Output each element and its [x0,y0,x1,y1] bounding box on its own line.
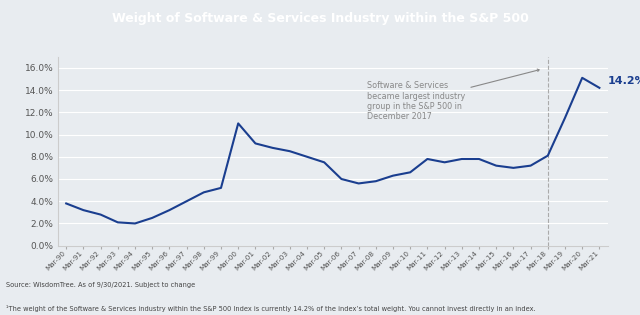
Text: ¹The weight of the Software & Services industry within the S&P 500 Index is curr: ¹The weight of the Software & Services i… [6,305,536,312]
Text: 14.2%: 14.2% [608,76,640,86]
Text: Software & Services
became largest industry
group in the S&P 500 in
December 201: Software & Services became largest indus… [367,69,539,121]
Text: Weight of Software & Services Industry within the S&P 500: Weight of Software & Services Industry w… [111,12,529,25]
Text: Source: WisdomTree. As of 9/30/2021. Subject to change: Source: WisdomTree. As of 9/30/2021. Sub… [6,282,196,288]
